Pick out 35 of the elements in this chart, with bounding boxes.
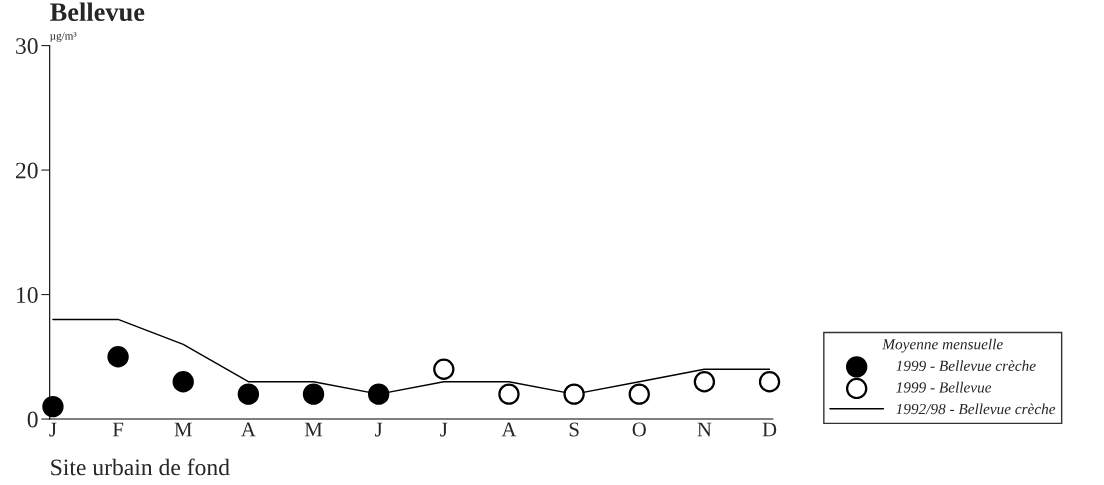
x-tick-label: J [49,422,57,437]
point [498,383,520,405]
x-tick-label: M [174,422,192,437]
legend-label: 1992/98 - Bellevue crèche [896,403,1056,415]
text: Site urbain de fond [51,458,230,476]
x-tick-label: D [762,422,777,437]
point [563,383,585,405]
point [107,346,129,368]
x-tick-label: F [112,422,124,437]
point [758,371,781,393]
x-tick-label: J [440,422,448,437]
point [237,383,260,405]
point [367,383,390,405]
x-tick-label: O [632,422,646,437]
y-tick-label: 0 [27,411,38,428]
point [302,383,325,405]
y-tick-label: 20 [15,162,38,179]
y-tick-label: 30 [16,38,38,55]
point [433,358,455,380]
x-tick-label: J [375,422,383,437]
legend-label: 1999 - Bellevue crèche [896,360,1036,372]
x-tick-label: A [501,422,517,437]
legend-title: Moyenne mensuelle [882,338,1003,353]
x-tick-label: N [697,422,712,437]
x-tick-label: S [569,422,579,437]
point [42,395,64,418]
point [628,383,650,405]
y-axis-title: µg/m³ [50,32,77,42]
x-tick-label: A [241,422,256,437]
y-tick-label: 10 [17,287,38,303]
x-tick-label: M [304,422,323,437]
chart-title: Bellevue [50,2,145,22]
legend-label: 1999 - Bellevue [896,381,992,393]
point [693,371,716,393]
point [172,371,194,393]
